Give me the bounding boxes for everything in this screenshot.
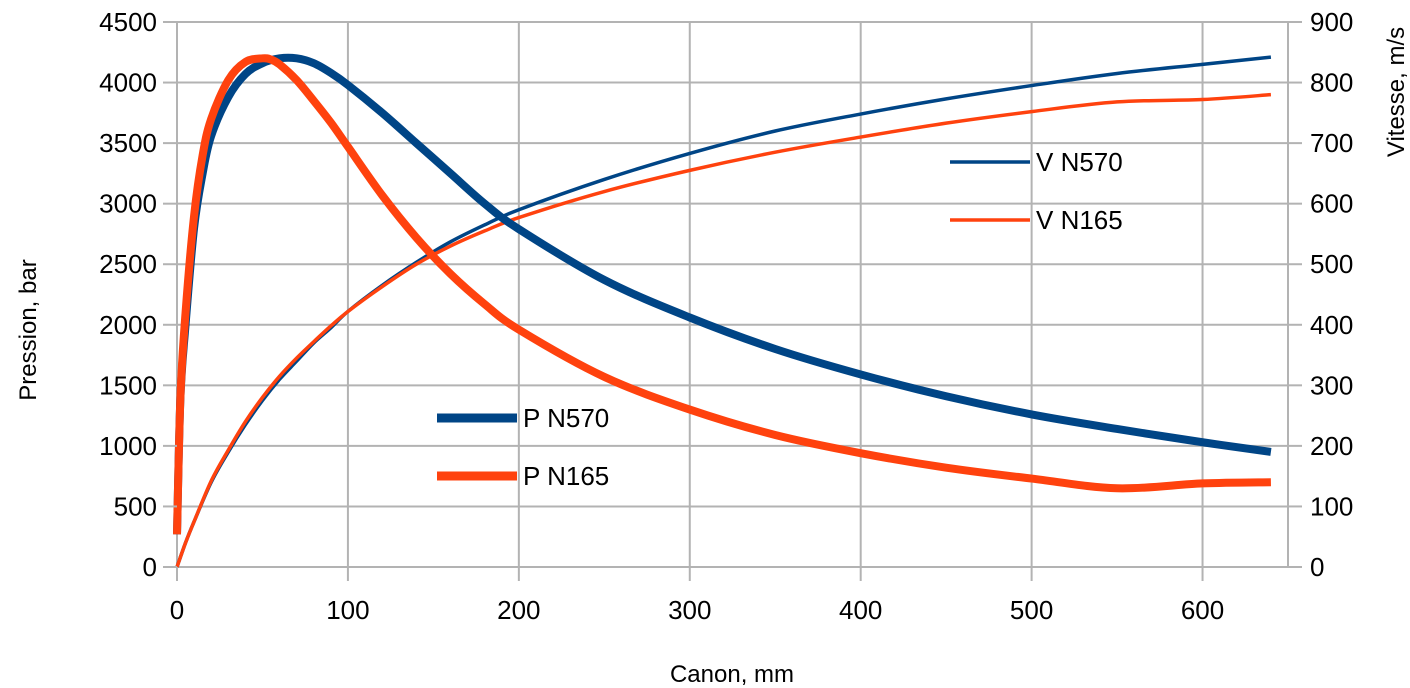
y-right-tick-label: 500 bbox=[1310, 249, 1353, 279]
series-line-v-n165 bbox=[175, 92, 1272, 568]
y-left-tick-label: 2000 bbox=[99, 310, 157, 340]
y-right-tick-label: 300 bbox=[1310, 370, 1353, 400]
x-tick-label: 200 bbox=[497, 595, 540, 625]
series-layer bbox=[173, 53, 1272, 568]
y-left-tick-label: 3000 bbox=[99, 189, 157, 219]
x-tick-label: 600 bbox=[1181, 595, 1224, 625]
y-left-tick-label: 4500 bbox=[99, 7, 157, 37]
legend-label-p-n165: P N165 bbox=[523, 461, 609, 491]
y-right-tick-label: 700 bbox=[1310, 128, 1353, 158]
y-right-tick-label: 900 bbox=[1310, 7, 1353, 37]
y-left-tick-label: 0 bbox=[143, 552, 157, 582]
x-axis-ticks: 0 100 200 300 400 500 600 bbox=[170, 567, 1224, 625]
y-right-tick-label: 200 bbox=[1310, 431, 1353, 461]
y-right-tick-label: 100 bbox=[1310, 491, 1353, 521]
legend-label-v-n165: V N165 bbox=[1036, 205, 1123, 235]
y-left-axis-ticks: 0 500 1000 1500 2000 2500 3000 3500 4000 4500 bbox=[99, 7, 177, 582]
legend-label-v-n570: V N570 bbox=[1036, 147, 1123, 177]
legend-label-p-n570: P N570 bbox=[523, 403, 609, 433]
y-left-tick-label: 2500 bbox=[99, 249, 157, 279]
series-line-p-n570 bbox=[173, 53, 1272, 535]
x-tick-label: 100 bbox=[326, 595, 369, 625]
series-line-p-n165 bbox=[173, 54, 1271, 535]
x-tick-label: 400 bbox=[839, 595, 882, 625]
y-right-tick-label: 600 bbox=[1310, 189, 1353, 219]
y-left-tick-label: 1000 bbox=[99, 431, 157, 461]
y-right-axis-title: Vitesse, m/s bbox=[1383, 27, 1410, 157]
y-right-tick-label: 800 bbox=[1310, 68, 1353, 98]
x-axis-title: Canon, mm bbox=[670, 661, 794, 688]
y-left-tick-label: 3500 bbox=[99, 128, 157, 158]
y-left-axis-title: Pression, bar bbox=[15, 259, 42, 400]
y-left-tick-label: 1500 bbox=[99, 370, 157, 400]
grid-lines bbox=[176, 21, 1288, 568]
y-right-tick-label: 0 bbox=[1310, 552, 1324, 582]
x-tick-label: 0 bbox=[170, 595, 184, 625]
y-right-tick-label: 400 bbox=[1310, 310, 1353, 340]
y-left-tick-label: 500 bbox=[114, 491, 157, 521]
legend: V N570 V N165 P N570 P N165 bbox=[437, 147, 1123, 491]
y-right-axis-ticks: 0 100 200 300 400 500 600 700 800 900 bbox=[1288, 7, 1353, 582]
x-tick-label: 500 bbox=[1010, 595, 1053, 625]
x-tick-label: 300 bbox=[668, 595, 711, 625]
y-left-tick-label: 4000 bbox=[99, 68, 157, 98]
